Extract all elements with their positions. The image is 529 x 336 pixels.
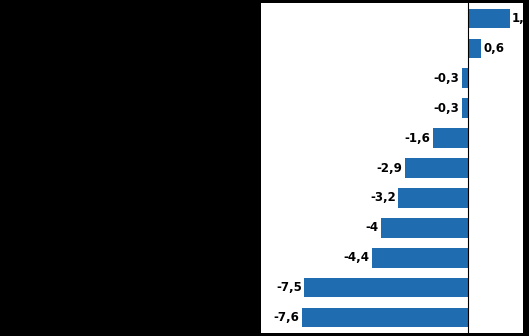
Text: -1,6: -1,6	[405, 132, 431, 144]
Bar	[302, 308, 468, 327]
Bar	[433, 128, 468, 148]
Bar	[461, 98, 468, 118]
Bar	[381, 218, 468, 238]
Bar	[461, 69, 468, 88]
Bar	[405, 158, 468, 178]
Bar	[372, 248, 468, 267]
Bar	[304, 278, 468, 297]
Text: 0,6: 0,6	[484, 42, 505, 55]
Text: -7,5: -7,5	[276, 281, 302, 294]
Text: -4,4: -4,4	[343, 251, 369, 264]
Bar	[468, 9, 509, 28]
Text: 1,9: 1,9	[512, 12, 529, 25]
Bar	[398, 188, 468, 208]
Text: -3,2: -3,2	[370, 192, 396, 204]
Bar	[468, 39, 481, 58]
Text: -0,3: -0,3	[433, 101, 459, 115]
Text: -2,9: -2,9	[376, 162, 402, 174]
Text: -7,6: -7,6	[274, 311, 299, 324]
Text: -0,3: -0,3	[433, 72, 459, 85]
Text: -4: -4	[365, 221, 378, 235]
